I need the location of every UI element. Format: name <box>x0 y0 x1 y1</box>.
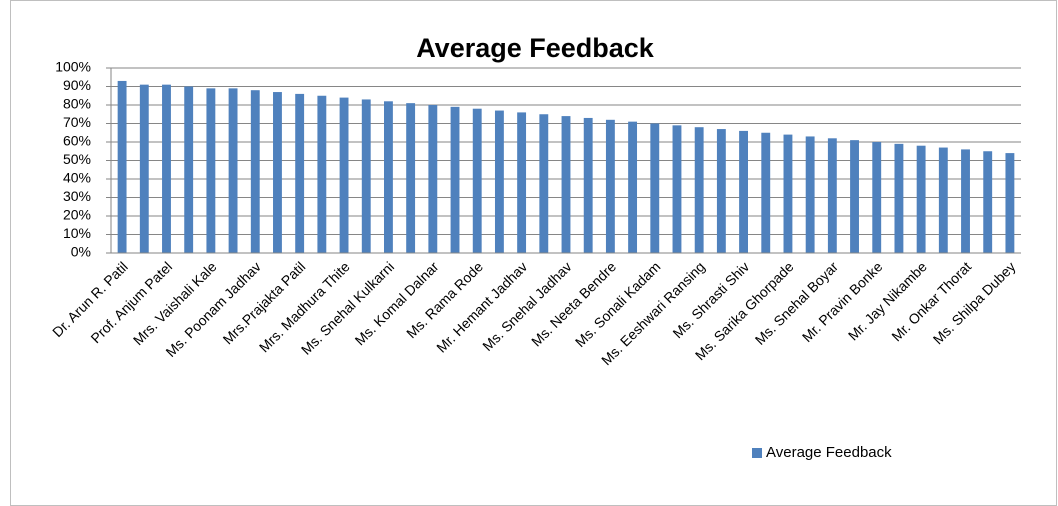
bar <box>494 110 504 253</box>
bar <box>938 147 948 253</box>
bar <box>761 132 771 253</box>
bar <box>450 106 460 253</box>
y-tick-label: 100% <box>55 59 91 75</box>
bar <box>139 84 149 254</box>
bar <box>561 116 571 253</box>
y-tick-label: 30% <box>63 188 91 204</box>
bar <box>628 121 638 254</box>
bar <box>894 143 904 253</box>
bar <box>916 145 926 253</box>
chart-title: Average Feedback <box>416 33 655 63</box>
bar <box>117 80 127 253</box>
y-tick-label: 40% <box>63 170 91 186</box>
y-tick-label: 60% <box>63 133 91 149</box>
bar <box>162 84 171 254</box>
bar <box>961 149 970 253</box>
bar <box>1005 153 1015 253</box>
bar <box>605 119 615 253</box>
y-tick-label: 90% <box>63 77 91 93</box>
bar <box>872 142 882 253</box>
bar <box>539 114 549 253</box>
bar <box>184 86 194 253</box>
bar <box>983 151 993 253</box>
bar <box>273 92 282 253</box>
bar <box>739 130 748 253</box>
bar <box>472 108 482 253</box>
legend-label: Average Feedback <box>766 444 892 461</box>
y-tick-label: 10% <box>63 225 91 241</box>
y-tick-label: 0% <box>71 244 91 260</box>
bar <box>206 88 216 253</box>
bar <box>583 117 593 253</box>
bar <box>384 101 393 253</box>
y-tick-label: 70% <box>63 114 91 130</box>
bar <box>317 95 327 253</box>
bar <box>406 103 416 254</box>
bar <box>250 90 260 253</box>
y-tick-label: 80% <box>63 96 91 112</box>
bar <box>850 140 859 253</box>
bar <box>517 112 527 254</box>
bar <box>716 129 726 253</box>
legend-swatch <box>752 448 762 458</box>
bar <box>694 127 704 253</box>
y-tick-label: 20% <box>63 207 91 223</box>
bar <box>361 99 371 253</box>
bar <box>228 88 238 253</box>
bar <box>295 93 305 254</box>
bar <box>650 123 660 253</box>
y-tick-label: 50% <box>63 151 91 167</box>
bar <box>783 134 793 253</box>
bar <box>428 105 438 253</box>
bar <box>672 125 682 253</box>
bar <box>805 136 815 253</box>
bar <box>827 138 837 253</box>
bar <box>339 97 349 253</box>
